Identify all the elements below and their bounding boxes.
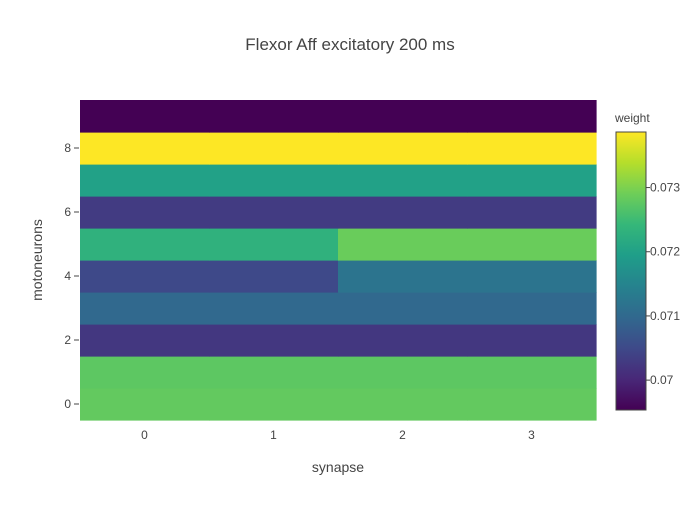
x-tick-label: 1 xyxy=(270,428,277,442)
heatmap-cell xyxy=(338,356,468,389)
y-tick-label: 4 xyxy=(64,269,71,283)
heatmap-cell xyxy=(467,356,597,389)
heatmap-cell xyxy=(338,324,468,357)
heatmap-cell xyxy=(80,228,210,261)
heatmap-cell xyxy=(80,164,210,197)
colorbar-gradient xyxy=(615,131,647,411)
heatmap-cell xyxy=(209,196,339,229)
heatmap-cell xyxy=(80,356,210,389)
heatmap-cell xyxy=(209,356,339,389)
colorbar-tick-label: 0.073 xyxy=(650,181,680,195)
y-tick-label: 8 xyxy=(64,141,71,155)
heatmap-cell xyxy=(467,324,597,357)
x-axis-title: synapse xyxy=(312,459,364,475)
heatmap-cell xyxy=(467,260,597,293)
heatmap-cell xyxy=(80,132,210,165)
y-axis-ticks: 0 2 4 6 8 xyxy=(64,141,79,411)
x-tick-label: 2 xyxy=(399,428,406,442)
heatmap-cell xyxy=(209,100,339,133)
heatmap-cell xyxy=(80,100,210,133)
heatmap-cell xyxy=(209,132,339,165)
heatmap-cell xyxy=(467,228,597,261)
y-tick-label: 2 xyxy=(64,333,71,347)
y-tick-label: 0 xyxy=(64,397,71,411)
y-axis-title: motoneurons xyxy=(29,219,45,301)
heatmap-cell xyxy=(467,100,597,133)
heatmap-cell xyxy=(80,196,210,229)
x-axis-ticks: 0 1 2 3 xyxy=(141,428,535,442)
colorbar-tick-label: 0.071 xyxy=(650,309,680,323)
heatmap-cell xyxy=(338,228,468,261)
colorbar-tick-label: 0.072 xyxy=(650,245,680,259)
heatmap-cell xyxy=(80,388,210,421)
colorbar: weight 0.07 0.071 0.072 0.073 xyxy=(614,111,680,411)
heatmap-cell xyxy=(209,228,339,261)
colorbar-ticks: 0.07 0.071 0.072 0.073 xyxy=(646,181,680,387)
heatmap-cell xyxy=(338,260,468,293)
heatmap-cell xyxy=(80,324,210,357)
colorbar-title: weight xyxy=(614,111,650,125)
heatmap-cell xyxy=(338,292,468,325)
heatmap-cell xyxy=(338,388,468,421)
x-tick-label: 3 xyxy=(528,428,535,442)
heatmap-cell xyxy=(467,388,597,421)
heatmap-cell xyxy=(80,292,210,325)
heatmap-cell xyxy=(338,100,468,133)
heatmap-cell xyxy=(467,196,597,229)
heatmap-cell xyxy=(467,132,597,165)
heatmap-cell xyxy=(80,260,210,293)
x-tick-label: 0 xyxy=(141,428,148,442)
heatmap-cell xyxy=(209,388,339,421)
heatmap-cell xyxy=(467,164,597,197)
y-tick-label: 6 xyxy=(64,205,71,219)
heatmap-cell xyxy=(209,292,339,325)
colorbar-tick-label: 0.07 xyxy=(650,373,674,387)
heatmap-cell xyxy=(209,324,339,357)
heatmap-cell xyxy=(467,292,597,325)
heatmap-cell xyxy=(338,196,468,229)
heatmap-cell xyxy=(209,164,339,197)
heatmap-cell xyxy=(338,132,468,165)
heatmap-cells xyxy=(80,100,597,421)
heatmap-cell xyxy=(338,164,468,197)
chart-title: Flexor Aff excitatory 200 ms xyxy=(245,35,454,54)
heatmap-cell xyxy=(209,260,339,293)
